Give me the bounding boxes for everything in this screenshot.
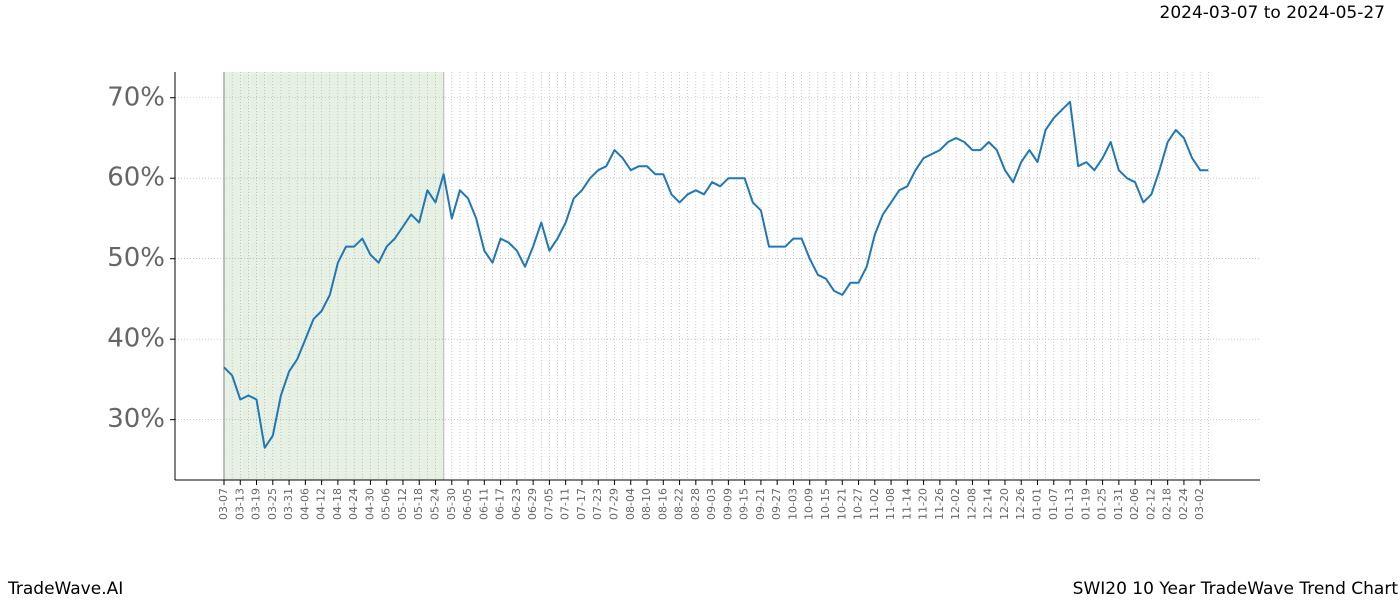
x-tick-label: 08-22: [673, 488, 686, 520]
x-tick-label: 04-18: [331, 488, 344, 520]
x-tick-label: 01-31: [1112, 488, 1125, 520]
x-tick-label: 09-09: [721, 488, 734, 520]
x-tick-label: 04-24: [347, 488, 360, 520]
x-tick-label: 08-28: [689, 488, 702, 520]
x-tick-label: 01-25: [1096, 488, 1109, 520]
x-tick-label: 09-21: [754, 488, 767, 520]
date-range: 2024-03-07 to 2024-05-27: [1160, 3, 1385, 23]
x-tick-label: 12-26: [1014, 488, 1027, 520]
trend-line: [223, 100, 1209, 449]
x-tick-label: 02-06: [1128, 488, 1141, 520]
x-tick-label: 01-07: [1047, 488, 1060, 520]
x-tick-label: 11-20: [917, 488, 930, 520]
x-tick-label: 10-15: [819, 488, 832, 520]
x-tick-label: 07-05: [542, 488, 555, 520]
x-tick-label: 06-23: [510, 488, 523, 520]
x-tick-label: 02-18: [1161, 488, 1174, 520]
x-tick-label: 12-02: [949, 488, 962, 520]
x-tick-label: 07-29: [607, 488, 620, 520]
x-tick-label: 11-14: [900, 488, 913, 520]
x-tick-label: 03-19: [250, 488, 263, 520]
x-tick-label: 06-29: [526, 488, 539, 520]
x-tick-label: 03-25: [266, 488, 279, 520]
x-tick-label: 12-08: [965, 488, 978, 520]
x-tick-label: 01-01: [1031, 488, 1044, 520]
x-tick-label: 01-13: [1063, 488, 1076, 520]
x-tick-label: 06-17: [494, 488, 507, 520]
x-tick-label: 08-10: [640, 488, 653, 520]
x-tick-label: 05-18: [412, 488, 425, 520]
x-tick-label: 11-08: [884, 488, 897, 520]
y-tick-label: 30%: [107, 404, 165, 434]
y-tick-label: 70%: [107, 82, 165, 112]
chart-title: SWI20 10 Year TradeWave Trend Chart: [1073, 579, 1399, 599]
brand: TradeWave.AI: [7, 579, 123, 599]
x-tick-label: 05-30: [445, 488, 458, 520]
x-tick-label: 07-23: [591, 488, 604, 520]
x-tick-label: 01-19: [1079, 488, 1092, 520]
x-tick-label: 11-02: [868, 488, 881, 520]
x-tick-label: 10-21: [835, 488, 848, 520]
x-tick-label: 09-03: [705, 488, 718, 520]
x-tick-label: 04-06: [298, 488, 311, 520]
x-tick-label: 06-11: [477, 488, 490, 520]
x-tick-label: 08-04: [624, 488, 637, 520]
x-tick-label: 05-06: [380, 488, 393, 520]
x-tick-label: 12-14: [982, 488, 995, 520]
x-tick-label: 10-27: [852, 488, 865, 520]
x-tick-label: 07-17: [575, 488, 588, 520]
x-tick-label: 10-03: [786, 488, 799, 520]
x-tick-label: 09-15: [738, 488, 751, 520]
x-tick-label: 02-12: [1144, 488, 1157, 520]
x-tick-label: 10-09: [803, 488, 816, 520]
x-tick-label: 03-13: [233, 488, 246, 520]
x-tick-label: 04-12: [315, 488, 328, 520]
x-tick-label: 03-07: [217, 488, 230, 520]
x-tick-label: 08-16: [656, 488, 669, 520]
x-tick-label: 03-31: [282, 488, 295, 520]
y-tick-label: 60%: [107, 163, 165, 193]
x-tick-label: 09-27: [770, 488, 783, 520]
y-tick-label: 40%: [107, 324, 165, 354]
y-tick-label: 50%: [107, 243, 165, 273]
x-tick-label: 02-24: [1177, 488, 1190, 520]
x-tick-label: 11-26: [933, 488, 946, 520]
x-tick-label: 04-30: [363, 488, 376, 520]
x-tick-label: 06-05: [461, 488, 474, 520]
x-tick-label: 03-02: [1193, 488, 1206, 520]
x-tick-label: 05-12: [396, 488, 409, 520]
x-tick-label: 07-11: [559, 488, 572, 520]
x-tick-label: 12-20: [998, 488, 1011, 520]
x-tick-label: 05-24: [429, 488, 442, 520]
